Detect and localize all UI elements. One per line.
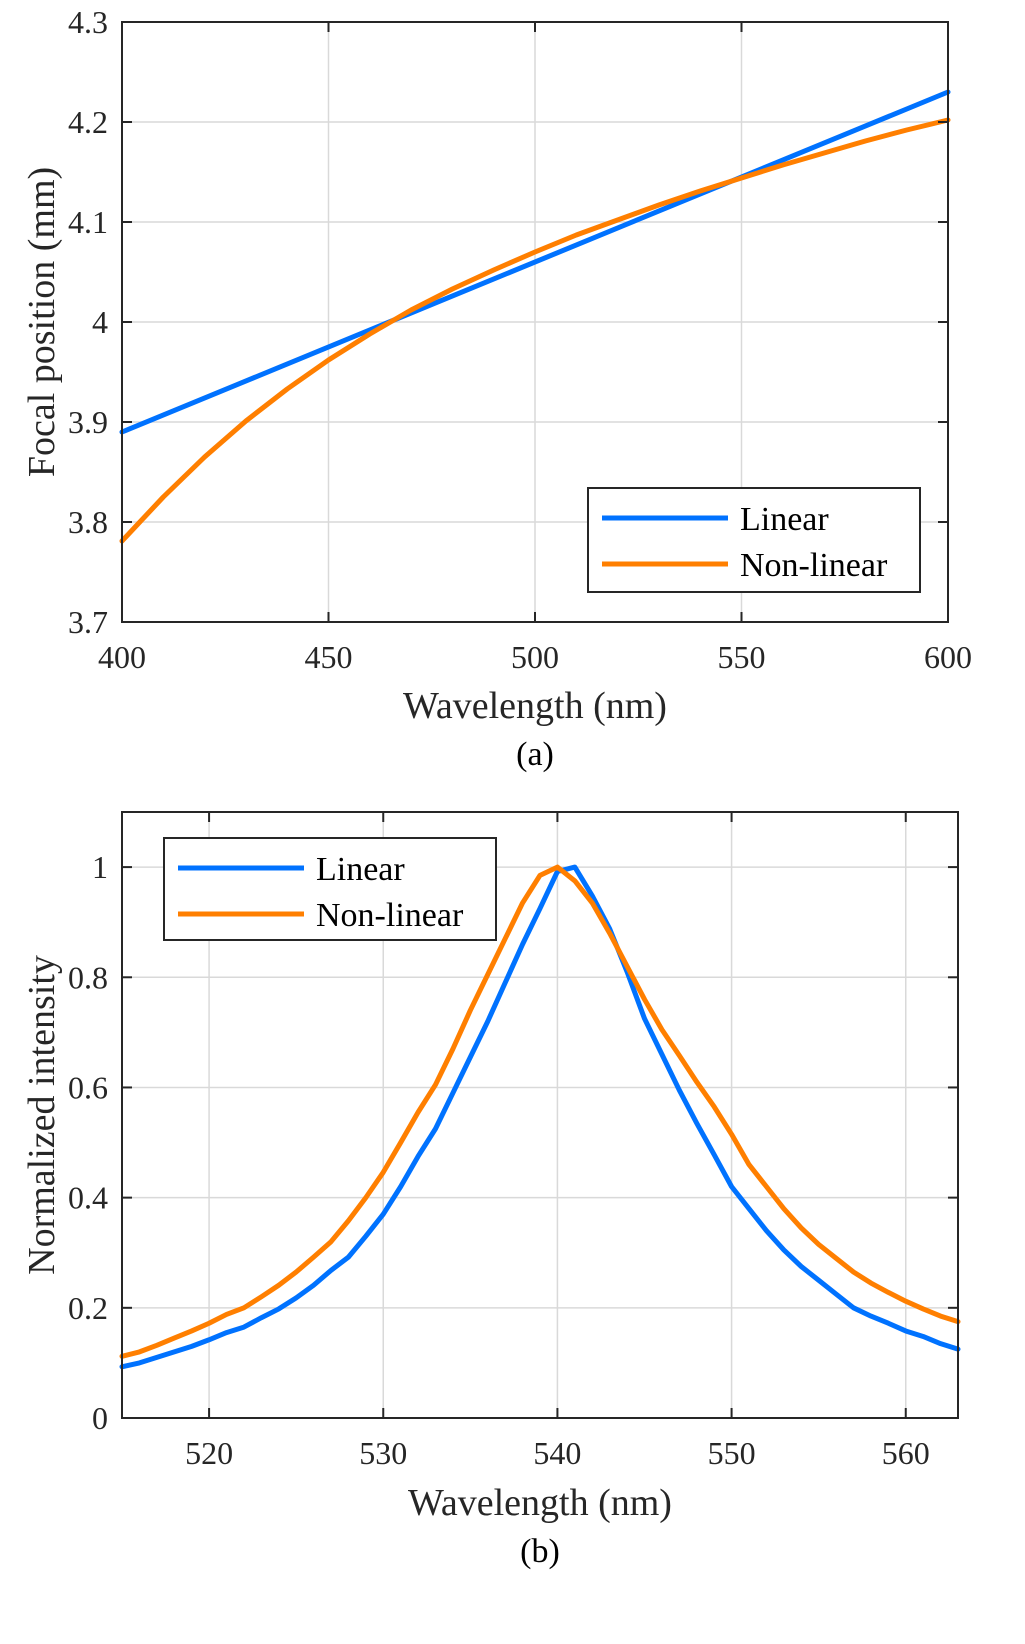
chart-b-frame xyxy=(121,811,959,1419)
chart-b-ytick-label-4: 0.8 xyxy=(68,959,108,995)
chart-b-legend: Linear Non-linear xyxy=(163,837,497,941)
chart-a-ytick-label-2: 3.9 xyxy=(68,404,108,440)
chart-a-ytick-label-6: 4.3 xyxy=(68,4,108,40)
chart-a-xtick-label-2: 500 xyxy=(511,639,559,675)
chart-a-legend: Linear Non-linear xyxy=(587,487,921,593)
chart-b-series xyxy=(119,864,961,1370)
chart-b-series-nonlinear xyxy=(119,864,961,1359)
chart-b: 520 530 540 550 560 0 0.2 0.4 0.6 0.8 1 Wavelength… xyxy=(21,811,961,1570)
chart-a-xtick-label-3: 550 xyxy=(718,639,766,675)
chart-a-ticks: 400 450 500 550 600 3.7 3.8 3.9 4 4.1 4.2 4.3 xyxy=(68,4,972,675)
chart-a-series-linear xyxy=(119,89,951,435)
chart-a-legend-box xyxy=(587,487,921,593)
chart-a: 400 450 500 550 600 3.7 3.8 3.9 4 4.1 4.2 4.3 Wavel… xyxy=(21,4,972,773)
chart-a-ylabel: Focal position (mm) xyxy=(21,167,63,477)
chart-a-legend-label-nonlinear: Non-linear xyxy=(740,547,888,584)
chart-b-caption: (b) xyxy=(520,1533,560,1570)
chart-b-xtick-label-1: 530 xyxy=(359,1435,407,1471)
chart-b-xtick-label-3: 550 xyxy=(708,1435,756,1471)
chart-a-ytick-label-1: 3.8 xyxy=(68,504,108,540)
chart-a-series-nonlinear xyxy=(119,117,951,544)
chart-b-series-linear xyxy=(119,864,961,1370)
chart-b-ylabel: Normalized intensity xyxy=(21,955,63,1275)
chart-a-ytick-label-5: 4.2 xyxy=(68,104,108,140)
chart-b-xlabel: Wavelength (nm) xyxy=(408,1482,672,1524)
chart-a-series xyxy=(119,89,951,544)
chart-b-ytick-label-5: 1 xyxy=(92,849,108,885)
chart-b-legend-box xyxy=(163,837,497,941)
chart-a-legend-label-linear: Linear xyxy=(740,501,829,538)
chart-b-ytick-label-3: 0.6 xyxy=(68,1069,108,1105)
chart-b-ytick-label-2: 0.4 xyxy=(68,1180,108,1216)
chart-b-ytick-label-1: 0.2 xyxy=(68,1290,108,1326)
chart-b-legend-label-nonlinear: Non-linear xyxy=(316,897,464,934)
chart-b-ticks: 520 530 540 550 560 0 0.2 0.4 0.6 0.8 1 xyxy=(68,812,958,1471)
chart-b-ytick-label-0: 0 xyxy=(92,1400,108,1436)
chart-a-ytick-label-4: 4.1 xyxy=(68,204,108,240)
chart-a-grid xyxy=(122,22,948,622)
chart-a-xtick-label-0: 400 xyxy=(98,639,146,675)
chart-b-legend-label-linear: Linear xyxy=(316,851,405,888)
chart-a-xtick-label-4: 600 xyxy=(924,639,972,675)
chart-a-caption: (a) xyxy=(516,736,554,773)
chart-a-xtick-label-1: 450 xyxy=(305,639,353,675)
chart-a-ytick-label-0: 3.7 xyxy=(68,604,108,640)
chart-b-xtick-label-4: 560 xyxy=(882,1435,930,1471)
chart-a-ytick-label-3: 4 xyxy=(92,304,108,340)
chart-a-xlabel: Wavelength (nm) xyxy=(403,685,667,727)
chart-b-grid xyxy=(122,812,958,1418)
chart-b-xtick-label-0: 520 xyxy=(185,1435,233,1471)
chart-b-xtick-label-2: 540 xyxy=(533,1435,581,1471)
